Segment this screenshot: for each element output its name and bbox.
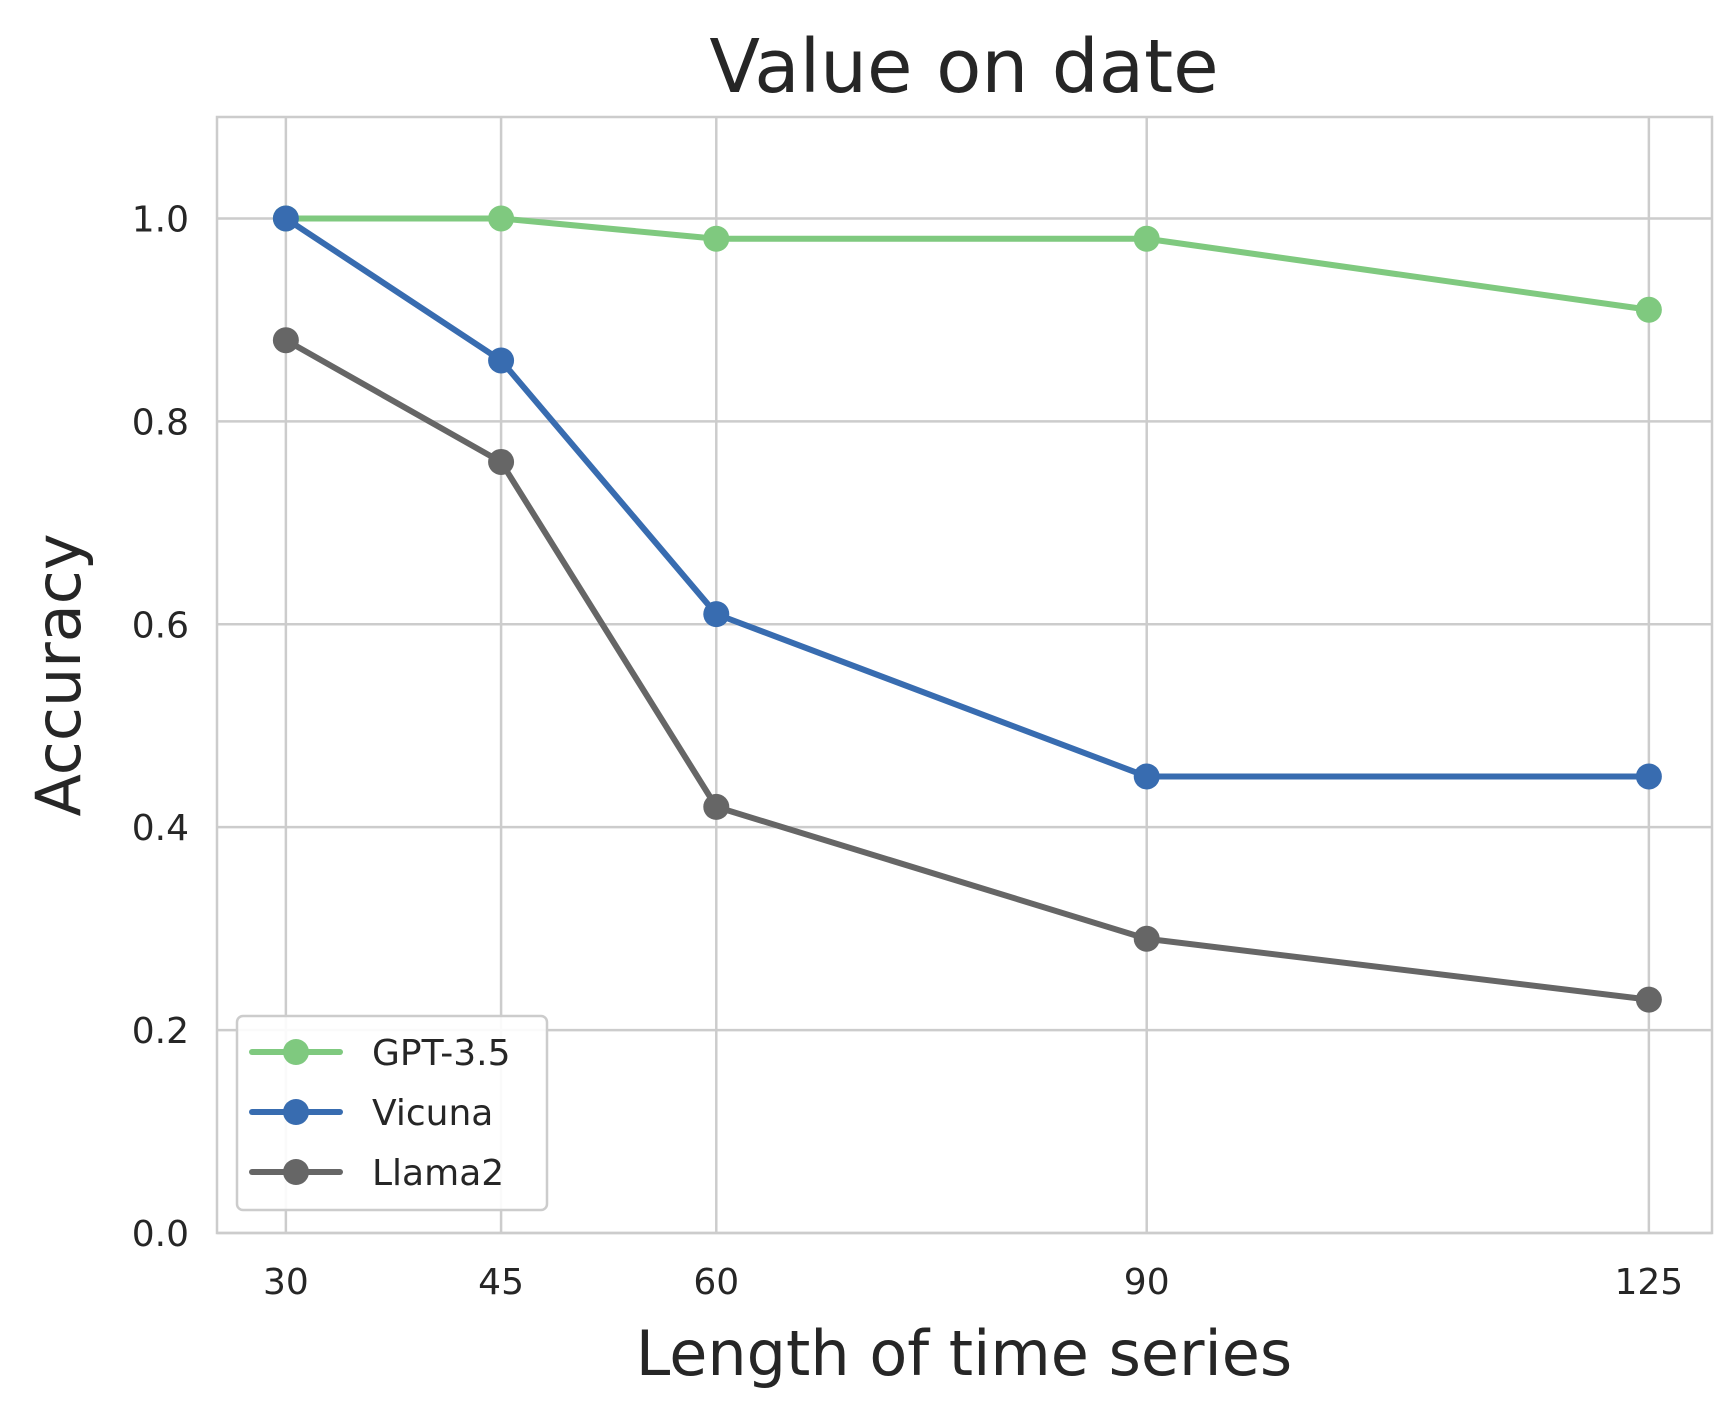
series-group [272, 205, 1662, 1013]
data-point [703, 601, 730, 628]
legend-marker [283, 1039, 309, 1065]
x-axis-label: Length of time series [636, 1317, 1292, 1390]
legend: GPT-3.5 Vicuna Llama2 [235, 1014, 549, 1212]
legend-entry: GPT-3.5 [249, 1033, 511, 1074]
y-tick-label: 0.0 [132, 1214, 189, 1255]
data-point [272, 327, 299, 354]
y-tick-label: 1.0 [132, 199, 189, 240]
y-axis-ticks: 0.0 0.2 0.4 0.6 0.8 1.0 [132, 199, 189, 1255]
data-point [1133, 925, 1160, 952]
series-llama2 [272, 327, 1662, 1013]
data-point [488, 347, 515, 374]
chart-title: Value on date [709, 24, 1218, 110]
legend-box [235, 1014, 549, 1212]
x-tick-label: 60 [693, 1262, 739, 1303]
y-tick-label: 0.2 [132, 1011, 189, 1052]
data-point [703, 793, 730, 820]
x-tick-label: 30 [263, 1262, 309, 1303]
data-point [1133, 225, 1160, 252]
data-point [488, 448, 515, 475]
x-tick-label: 90 [1124, 1262, 1170, 1303]
x-axis-ticks: 30 45 60 90 125 [263, 1262, 1683, 1303]
y-tick-label: 0.8 [132, 402, 189, 443]
x-tick-label: 125 [1615, 1262, 1684, 1303]
data-point [1635, 763, 1662, 790]
data-point [703, 225, 730, 252]
legend-entry: Vicuna [249, 1093, 493, 1134]
x-tick-label: 45 [478, 1262, 524, 1303]
y-tick-label: 0.6 [132, 605, 189, 646]
data-point [1133, 763, 1160, 790]
legend-marker [283, 1159, 309, 1185]
y-tick-label: 0.4 [132, 808, 189, 849]
data-point [1635, 296, 1662, 323]
data-point [1635, 986, 1662, 1013]
legend-label: Llama2 [372, 1153, 504, 1194]
data-point [272, 205, 299, 232]
y-axis-label: Accuracy [22, 533, 95, 816]
legend-marker [283, 1099, 309, 1125]
legend-entry: Llama2 [249, 1153, 504, 1194]
legend-label: Vicuna [372, 1093, 493, 1134]
series-vicuna [272, 205, 1662, 790]
plot-frame [215, 115, 1714, 1235]
legend-label: GPT-3.5 [372, 1033, 511, 1074]
grid-lines [217, 117, 1712, 1235]
data-point [488, 205, 515, 232]
legend-entries: GPT-3.5 Vicuna Llama2 [249, 1033, 511, 1194]
